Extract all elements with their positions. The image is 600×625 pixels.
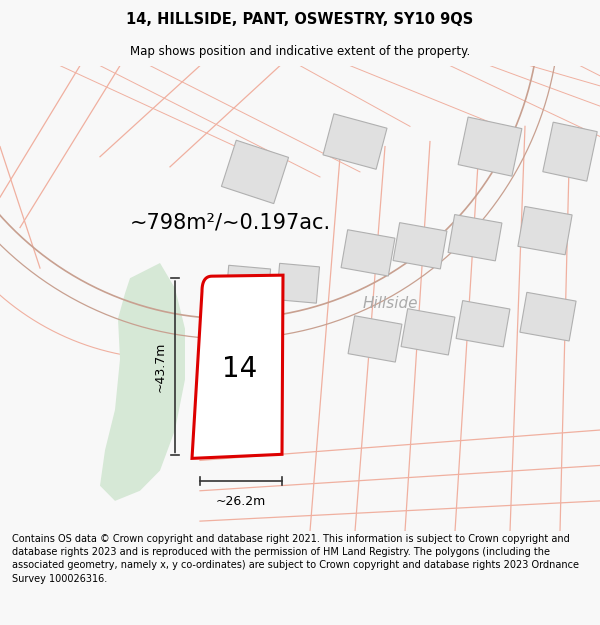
Text: 14, HILLSIDE, PANT, OSWESTRY, SY10 9QS: 14, HILLSIDE, PANT, OSWESTRY, SY10 9QS: [127, 12, 473, 27]
Polygon shape: [323, 114, 387, 169]
Polygon shape: [458, 117, 522, 176]
Polygon shape: [226, 265, 271, 308]
Text: Map shows position and indicative extent of the property.: Map shows position and indicative extent…: [130, 44, 470, 58]
Text: Contains OS data © Crown copyright and database right 2021. This information is : Contains OS data © Crown copyright and d…: [12, 534, 579, 584]
Polygon shape: [401, 309, 455, 355]
Text: ~26.2m: ~26.2m: [216, 495, 266, 508]
Polygon shape: [100, 263, 185, 501]
Text: Hillside: Hillside: [362, 296, 418, 311]
Polygon shape: [192, 275, 283, 458]
Text: ~798m²/~0.197ac.: ~798m²/~0.197ac.: [130, 213, 331, 232]
Text: ~43.7m: ~43.7m: [154, 342, 167, 392]
Polygon shape: [348, 316, 402, 362]
Polygon shape: [456, 301, 510, 347]
Polygon shape: [341, 230, 395, 276]
Polygon shape: [393, 222, 447, 269]
Polygon shape: [448, 214, 502, 261]
Polygon shape: [277, 263, 319, 303]
Polygon shape: [221, 140, 289, 204]
Polygon shape: [543, 122, 597, 181]
Polygon shape: [520, 292, 576, 341]
Text: 14: 14: [223, 355, 257, 383]
Polygon shape: [518, 206, 572, 255]
